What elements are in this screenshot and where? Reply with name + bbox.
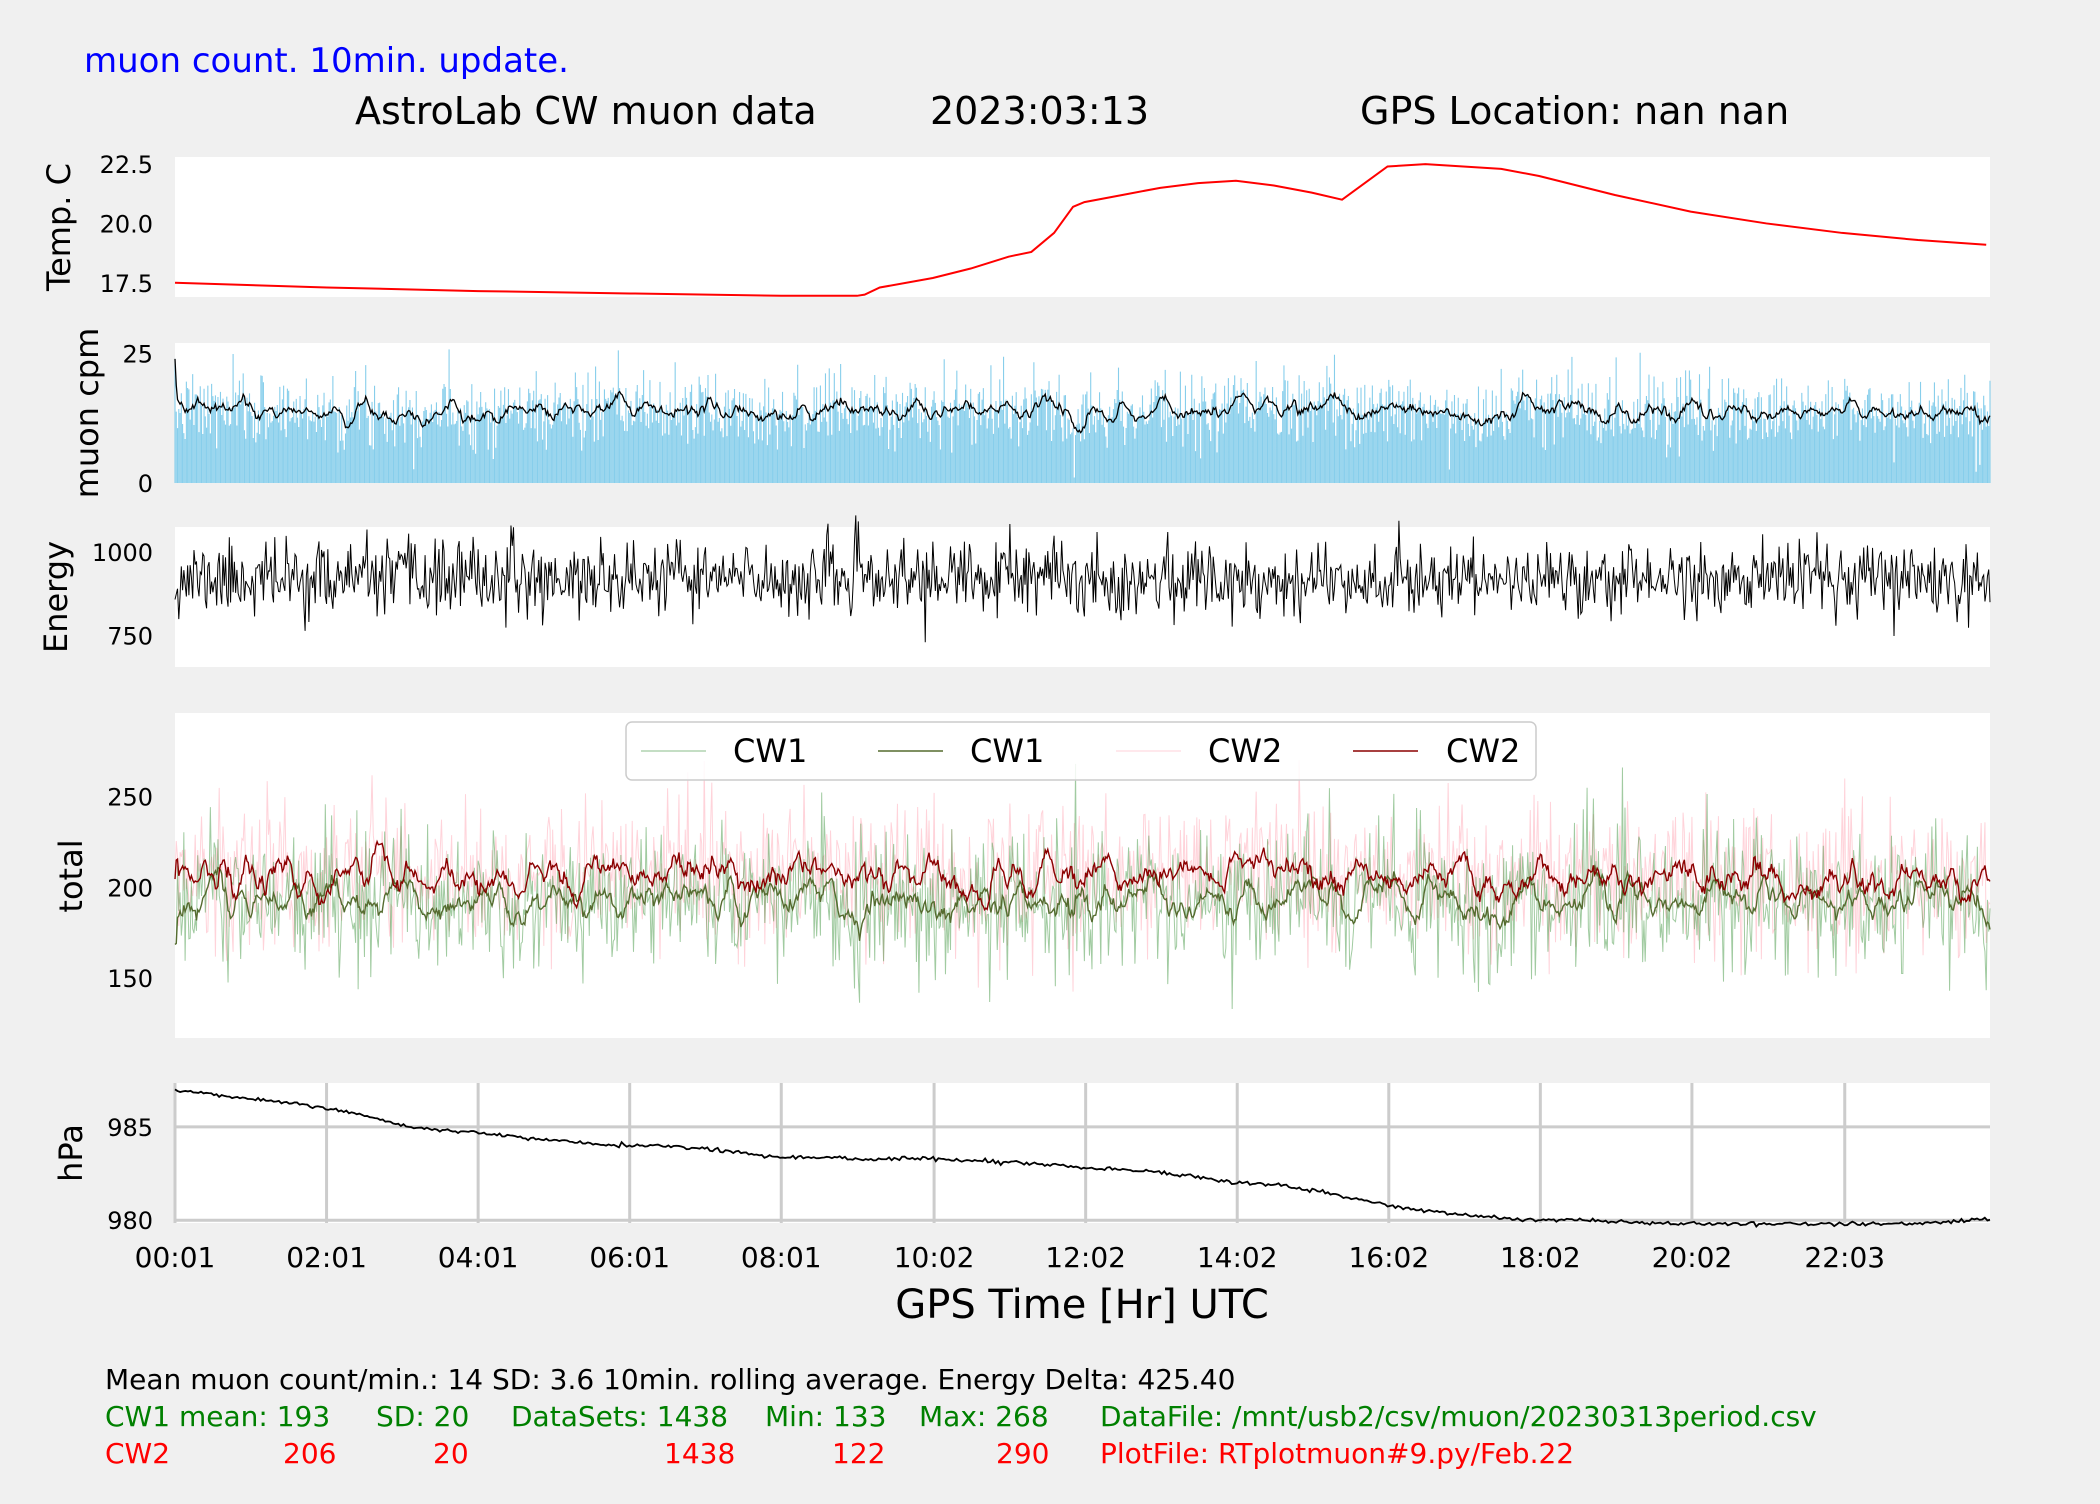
x-tick-label: 00:01 (135, 1241, 216, 1274)
stats-summary: Mean muon count/min.: 14 SD: 3.6 10min. … (105, 1363, 1235, 1396)
cw2-datasets: 1438 (664, 1437, 735, 1470)
cw2-min: 122 (832, 1437, 885, 1470)
x-tick-label: 22:03 (1804, 1241, 1885, 1274)
y-tick-labels: 17.5 20.0 22.5 0 25 750 1000 150 200 250 980 985 (92, 151, 153, 1235)
temperature-series (174, 163, 1987, 297)
muon-bars (174, 349, 1991, 483)
pressure-ytick: 980 (107, 1207, 153, 1235)
cw2-plotfile: PlotFile: RTplotmuon#9.py/Feb.22 (1100, 1437, 1574, 1470)
pressure-line (174, 1088, 1991, 1228)
cw1-datafile: DataFile: /mnt/usb2/csv/muon/20230313per… (1100, 1400, 1817, 1433)
total-series (174, 760, 1991, 1009)
legend-frame (625, 721, 1537, 781)
figure-title: AstroLab CW muon data (355, 89, 817, 133)
figure-subtitle: muon count. 10min. update. (84, 41, 569, 81)
legend-label-cw2-avg: CW2 (1446, 732, 1520, 770)
x-tick-label: 14:02 (1197, 1241, 1278, 1274)
cw1-raw-line (174, 763, 1991, 1009)
cw2-label: CW2 (105, 1437, 170, 1470)
pressure-grid (173, 1083, 1990, 1223)
x-tick-label: 08:01 (741, 1241, 822, 1274)
energy-series (174, 515, 1991, 643)
gps-location: GPS Location: nan nan (1360, 89, 1789, 133)
total-ytick: 150 (107, 965, 153, 993)
total-ytick: 200 (107, 874, 153, 902)
muon-ylabel: muon cpm (68, 328, 106, 499)
temp-ytick: 22.5 (100, 151, 153, 179)
energy-line (174, 515, 1991, 643)
energy-ytick: 1000 (92, 539, 153, 567)
pressure-ylabel: hPa (52, 1124, 90, 1182)
muon-rolling-average (174, 358, 1991, 434)
muon-ytick: 25 (122, 340, 153, 368)
cw1-max: Max: 268 (919, 1400, 1049, 1433)
cw1-min: Min: 133 (765, 1400, 886, 1433)
total-legend: CW1 CW1 CW2 CW2 (625, 721, 1537, 781)
cw1-mean: CW1 mean: 193 (105, 1400, 330, 1433)
muon-bar-series (174, 349, 1991, 483)
legend-label-cw1-avg: CW1 (970, 732, 1044, 770)
x-tick-label: 02:01 (286, 1241, 367, 1274)
cw1-datasets: DataSets: 1438 (511, 1400, 728, 1433)
x-tick-label: 16:02 (1348, 1241, 1429, 1274)
cw2-average-line (174, 839, 1991, 912)
pressure-series (174, 1088, 1991, 1228)
energy-ylabel: Energy (37, 541, 75, 653)
legend-label-cw2-raw: CW2 (1208, 732, 1282, 770)
x-tick-labels: 00:01 02:01 04:01 06:01 08:01 10:02 12:02 14:02… (135, 1241, 1885, 1274)
pressure-panel (175, 1083, 1990, 1223)
muon-ytick: 0 (138, 470, 153, 498)
cw2-max: 290 (996, 1437, 1049, 1470)
temp-ylabel: Temp. C (40, 163, 78, 292)
cw1-sd: SD: 20 (376, 1400, 469, 1433)
x-tick-label: 20:02 (1652, 1241, 1733, 1274)
x-tick-label: 18:02 (1500, 1241, 1581, 1274)
legend-label-cw1-raw: CW1 (733, 732, 807, 770)
pressure-ytick: 985 (107, 1114, 153, 1142)
x-tick-label: 12:02 (1045, 1241, 1126, 1274)
cw2-mean: 206 (283, 1437, 336, 1470)
x-axis-label: GPS Time [Hr] UTC (895, 1282, 1269, 1328)
total-ytick: 250 (107, 784, 153, 812)
x-tick-label: 06:01 (589, 1241, 670, 1274)
muon-average-line (174, 358, 1991, 434)
temp-ytick: 17.5 (100, 270, 153, 298)
temperature-line (174, 163, 1987, 297)
cw2-sd: 20 (433, 1437, 469, 1470)
x-tick-label: 10:02 (894, 1241, 975, 1274)
energy-ytick: 750 (107, 622, 153, 650)
cw1-average-line (174, 864, 1991, 946)
temperature-panel (175, 157, 1990, 297)
figure-date: 2023:03:13 (930, 89, 1149, 133)
temp-ytick: 20.0 (100, 210, 153, 238)
total-ylabel: total (52, 839, 90, 912)
muon-cpm-panel (175, 343, 1990, 483)
x-tick-label: 04:01 (438, 1241, 519, 1274)
